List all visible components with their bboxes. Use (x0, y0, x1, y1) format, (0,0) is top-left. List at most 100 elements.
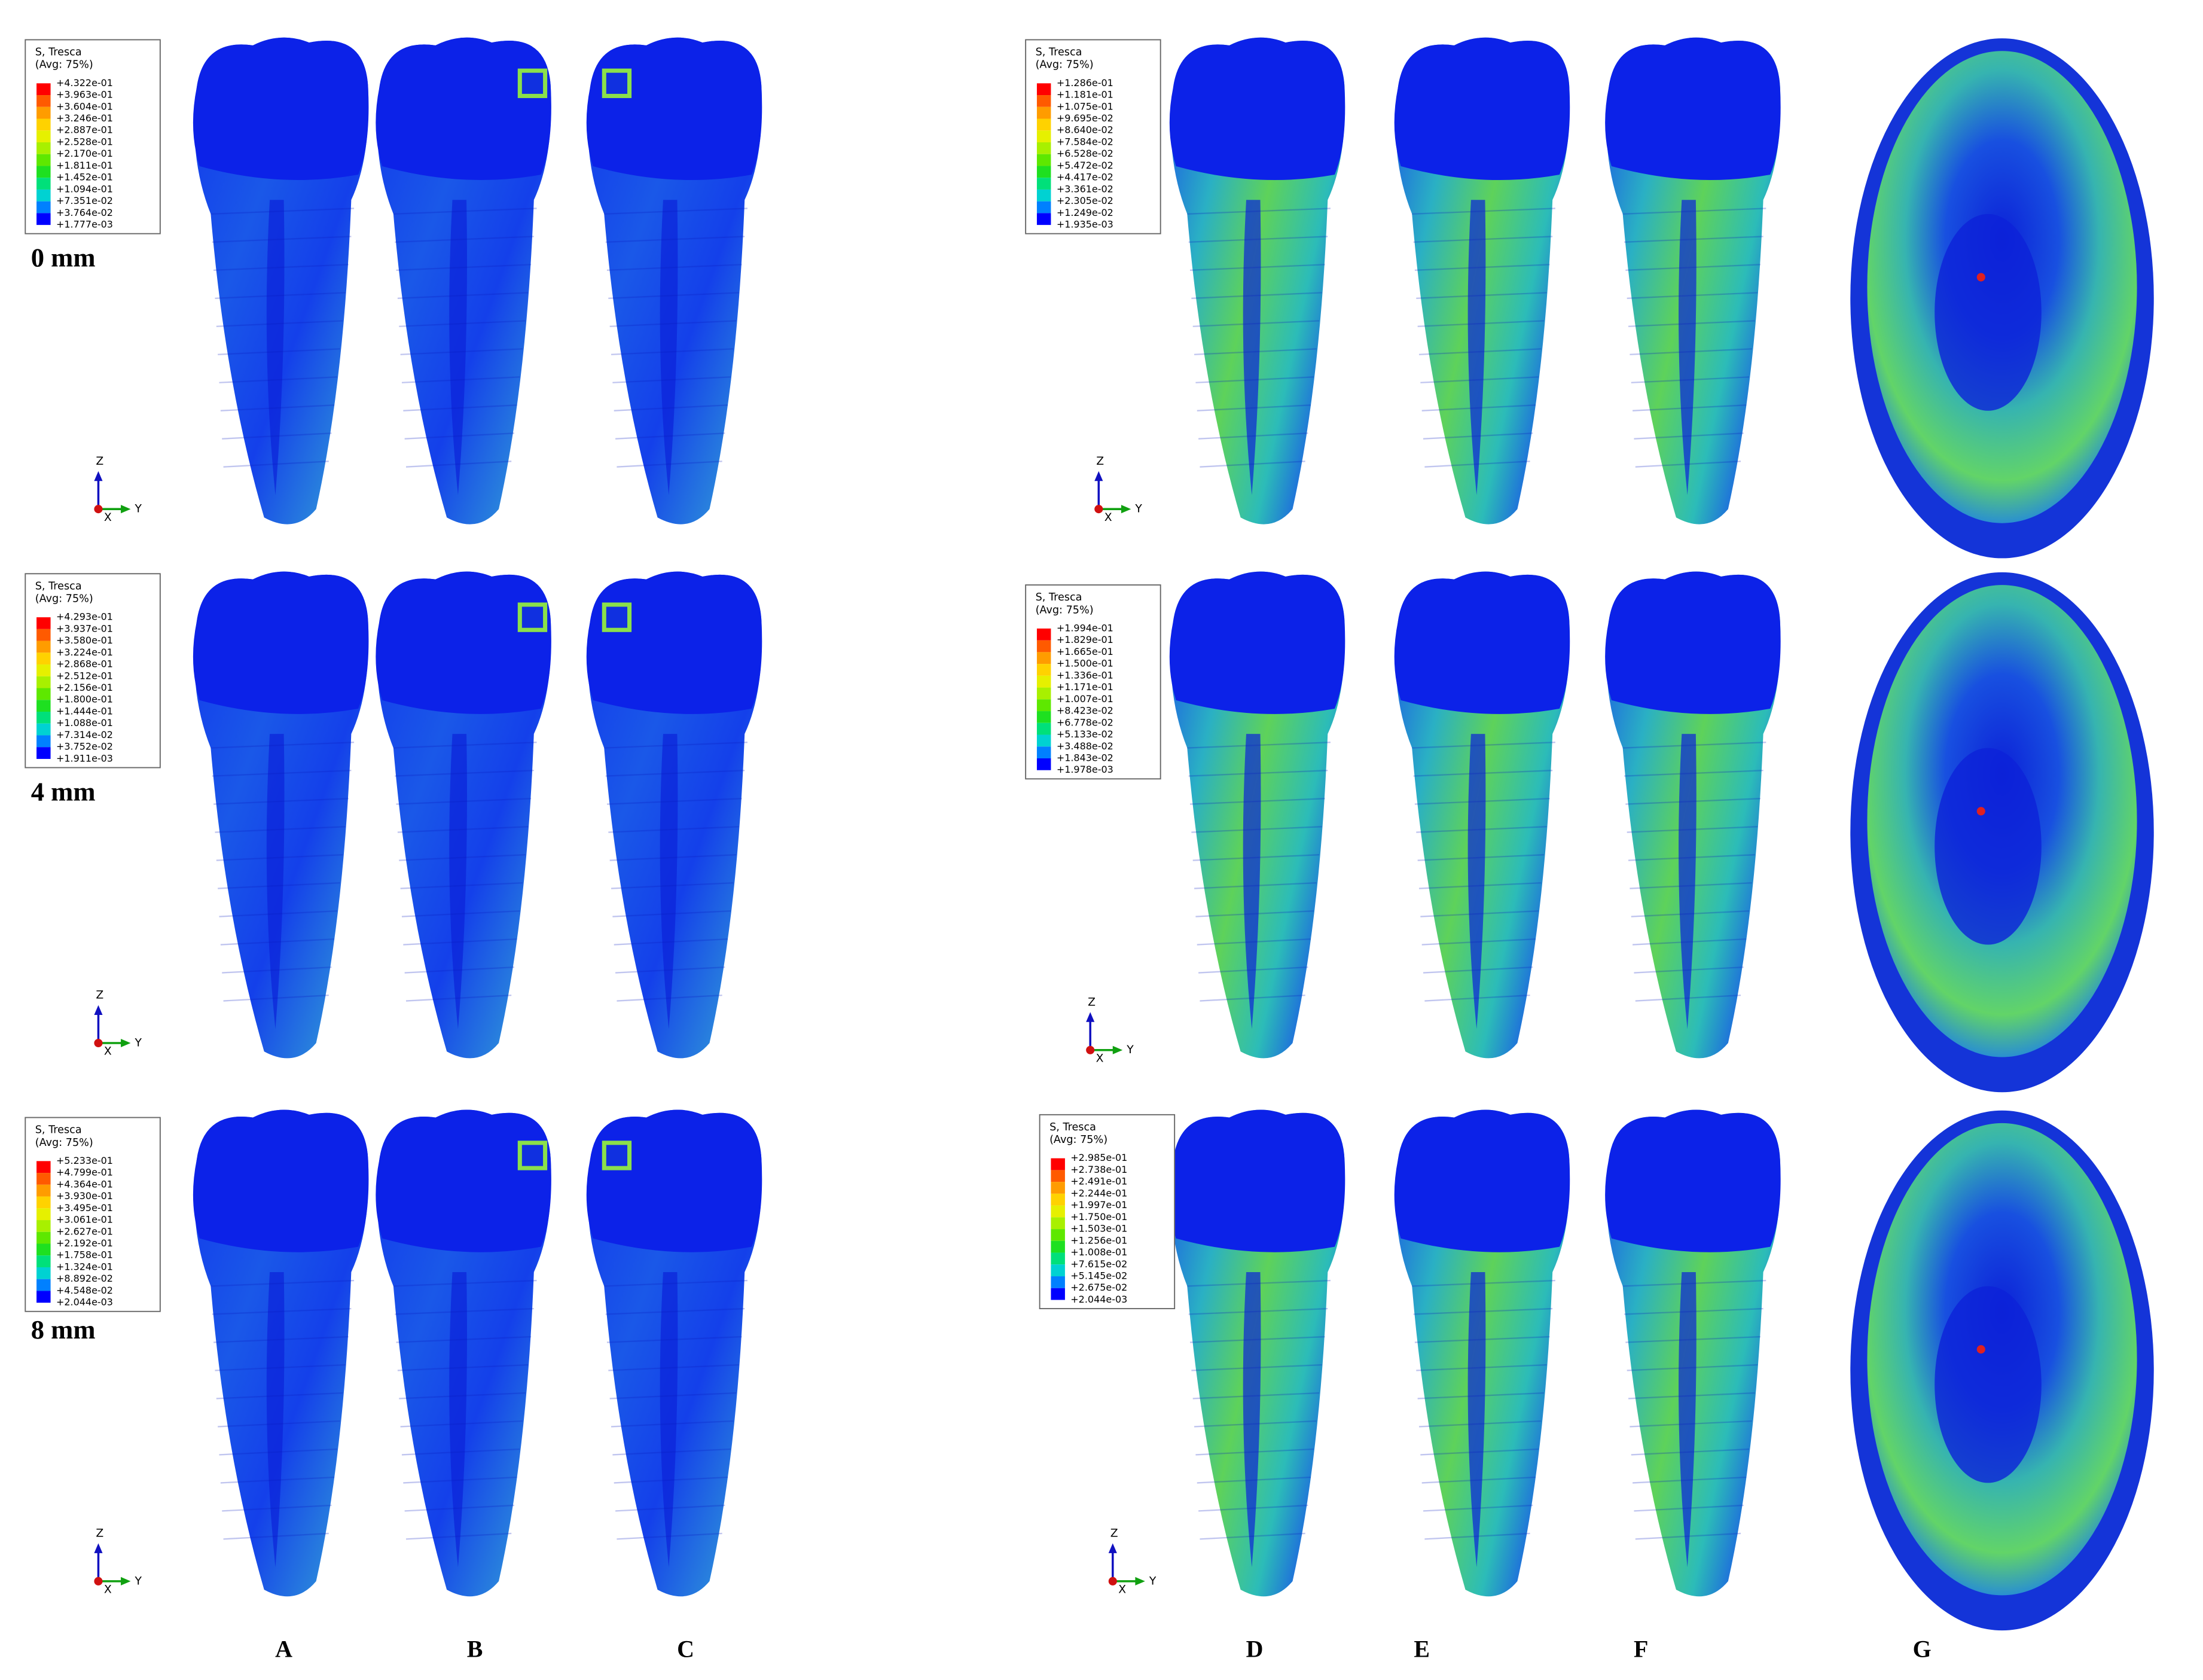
texture-line (218, 348, 340, 355)
texture-line (1413, 770, 1553, 777)
legend-swatch (1051, 1205, 1065, 1218)
stress-spot (517, 602, 548, 632)
axis-z-head (94, 1543, 103, 1553)
legend-swatch (36, 118, 51, 131)
texture-line (1622, 208, 1766, 215)
legend-value: +8.640e-02 (1057, 124, 1113, 136)
texture-line (1424, 994, 1530, 1002)
texture-line (1634, 966, 1744, 974)
legend-value: +1.444e-01 (56, 705, 113, 716)
legend-value: +1.249e-02 (1057, 207, 1113, 218)
axis-x-label: X (1118, 1583, 1126, 1596)
legend-value: +1.171e-01 (1057, 681, 1113, 693)
texture-line (405, 461, 512, 468)
tooth-crown (586, 1109, 762, 1252)
axis-z-head (1108, 1543, 1117, 1553)
texture-line (1189, 264, 1325, 271)
texture-line (1412, 208, 1555, 215)
texture-line (615, 1504, 725, 1512)
legend-swatch (1036, 213, 1051, 225)
axis-x (94, 1577, 103, 1586)
axis-z-head (94, 1005, 103, 1016)
texture-line (1417, 1392, 1545, 1400)
legend-swatch (36, 130, 51, 142)
texture-line (1197, 404, 1311, 411)
root-groove (449, 734, 467, 1029)
texture-line (216, 1392, 343, 1400)
legend-swatch (36, 1291, 51, 1303)
texture-line (1417, 320, 1545, 327)
legend-swatch (36, 1255, 51, 1267)
root-groove (266, 200, 285, 495)
axis-z-head (1094, 471, 1103, 481)
legend-value: +7.314e-02 (56, 729, 113, 740)
stress-spot (602, 68, 632, 98)
legend-swatch (36, 641, 51, 653)
legend-swatch (1036, 664, 1051, 676)
legend-value: +1.777e-03 (56, 219, 113, 230)
occlusal-core (1935, 748, 2042, 945)
legend-value: +1.500e-01 (1057, 658, 1113, 669)
texture-line (395, 1307, 534, 1315)
legend-value: +2.044e-03 (1070, 1294, 1127, 1305)
axis-x-label: X (1104, 511, 1112, 524)
legend-value: +1.007e-01 (1057, 693, 1113, 705)
tooth-crown (1169, 571, 1345, 714)
legend-swatch (36, 1173, 51, 1185)
legend-value: +4.799e-01 (56, 1167, 113, 1178)
tooth-crown (586, 571, 762, 714)
legend-value: +2.675e-02 (1070, 1282, 1127, 1293)
texture-line (1189, 1336, 1325, 1343)
row-label: 4 mm (31, 776, 96, 806)
texture-line (1423, 432, 1533, 440)
legend-swatch (1036, 652, 1051, 664)
legend-swatch (36, 166, 51, 178)
legend-value: +6.528e-02 (1057, 148, 1113, 159)
legend-swatch (1036, 746, 1051, 758)
legend-value: +2.887e-01 (56, 124, 113, 136)
axis-y-label: Y (1149, 1575, 1157, 1587)
legend-swatch (36, 629, 51, 641)
tooth (1394, 571, 1570, 1059)
texture-line (1625, 264, 1760, 271)
legend-swatch (36, 747, 51, 759)
stress-spot (517, 1141, 548, 1170)
texture-line (1423, 1504, 1533, 1512)
tooth (193, 1109, 369, 1597)
legend-swatch (1036, 687, 1051, 700)
texture-line (1634, 432, 1744, 440)
texture-line (1424, 461, 1530, 468)
texture-line (605, 1307, 745, 1315)
legend-value: +4.293e-01 (56, 611, 113, 623)
legend-value: +2.491e-01 (1070, 1176, 1127, 1187)
legend-title: S, Tresca (1036, 47, 1082, 59)
texture-line (1414, 264, 1550, 271)
legend-value: +9.695e-02 (1057, 112, 1113, 124)
texture-line (393, 742, 537, 749)
texture-line (399, 320, 526, 327)
tooth-crown (193, 1109, 369, 1252)
texture-line (1624, 770, 1763, 777)
texture-line (1631, 910, 1750, 917)
legend-value: +2.156e-01 (56, 682, 113, 693)
root-groove (266, 1272, 285, 1568)
legend-swatch (36, 688, 51, 700)
texture-line (1187, 1279, 1331, 1287)
axis-y-head (1121, 505, 1131, 514)
occlusal-core (1935, 214, 2042, 411)
axis-y-head (121, 505, 131, 514)
texture-line (223, 994, 329, 1002)
texture-line (1628, 1392, 1755, 1400)
texture-line (215, 826, 346, 833)
legend-title: S, Tresca (35, 1124, 82, 1136)
texture-line (1421, 938, 1536, 946)
texture-line (403, 1476, 517, 1484)
texture-line (212, 1307, 352, 1315)
texture-line (1424, 1532, 1530, 1540)
texture-line (218, 1420, 340, 1428)
tooth-crown (1394, 571, 1570, 714)
legend-value: +4.548e-02 (56, 1285, 113, 1296)
texture-line (1198, 432, 1308, 440)
legend-swatch (1051, 1193, 1065, 1206)
